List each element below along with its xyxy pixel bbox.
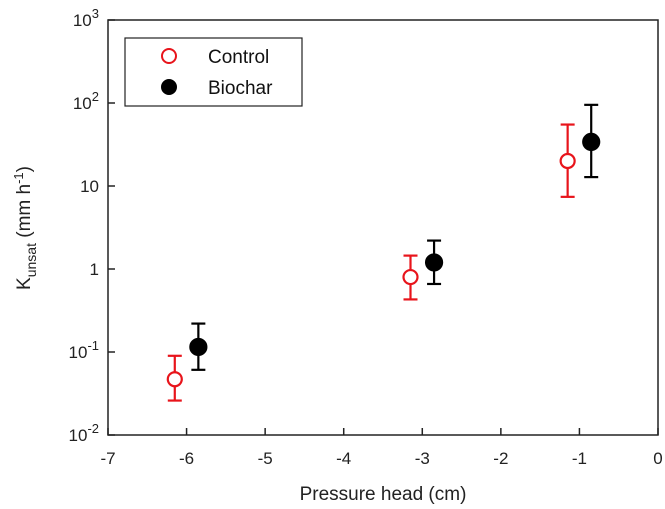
- y-axis: 10-2 10-1 1 10 102 103: [69, 6, 115, 445]
- legend-marker-biochar: [161, 79, 177, 95]
- x-tick-label: -1: [572, 449, 587, 468]
- series-biochar: [189, 103, 601, 371]
- legend: Control Biochar: [124, 37, 303, 107]
- legend-label-biochar: Biochar: [208, 78, 273, 99]
- legend-marker-control: [161, 48, 177, 64]
- x-tick-label: -3: [415, 449, 430, 468]
- legend-box: [124, 37, 303, 107]
- x-tick-label: -6: [179, 449, 194, 468]
- y-tick-label: 10-1: [69, 338, 99, 362]
- x-tick-label: -5: [258, 449, 273, 468]
- x-axis: -7 -6 -5 -4 -3 -2 -1 0: [100, 428, 663, 468]
- series-control: [166, 123, 576, 402]
- data-point-control: [402, 268, 419, 286]
- x-tick-label: -4: [336, 449, 351, 468]
- series-layer: [166, 103, 601, 402]
- x-tick-label: -7: [100, 449, 115, 468]
- x-tick-label: 0: [653, 449, 662, 468]
- y-tick-label: 102: [73, 89, 99, 113]
- data-point-biochar: [189, 337, 208, 357]
- x-tick-label: -2: [493, 449, 508, 468]
- legend-label-control: Control: [208, 47, 269, 68]
- y-tick-label: 10-2: [69, 421, 99, 445]
- data-point-control: [559, 152, 576, 170]
- data-point-biochar: [582, 132, 601, 151]
- plot-area: [107, 19, 659, 436]
- data-point-biochar: [424, 253, 444, 272]
- y-axis-title: Kunsat (mm h-1): [11, 166, 39, 290]
- y-tick-label: 10: [80, 177, 99, 196]
- y-tick-label: 1: [90, 260, 99, 279]
- x-axis-title: Pressure head (cm): [300, 484, 467, 505]
- y-tick-label: 103: [73, 6, 99, 30]
- data-point-control: [166, 371, 183, 388]
